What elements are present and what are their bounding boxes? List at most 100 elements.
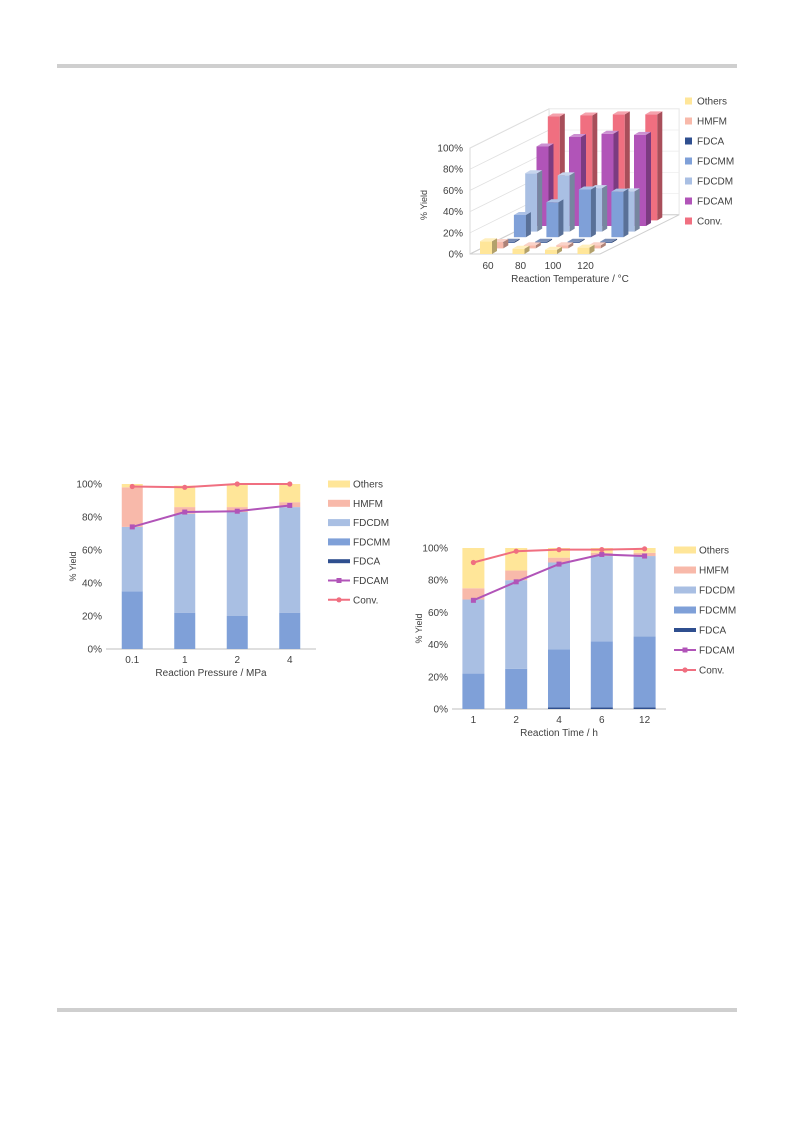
legend-label-conv: Conv. [353,595,378,606]
legend-label-others: Others [353,480,383,491]
bar3d-top-fdcmm [513,211,531,215]
y-tick-label: 0% [434,705,449,716]
y-tick-label: 20% [82,612,102,623]
y-tick-label: 0% [88,645,103,656]
y-tick-label: 100% [422,544,448,555]
legend-label-fdcmm: FDCMM [353,537,390,548]
bar3d-front-fdcmm [546,202,559,238]
y-tick-label: 40% [428,640,448,651]
bar3d-front-fdca [567,241,580,243]
x-tick-label: 120 [577,261,594,272]
bar3d-side-fdca [514,238,520,243]
bar-others [174,485,196,508]
x-tick-label: 2 [513,715,519,726]
bar3d-top-fdcam [634,131,651,135]
marker-conv [513,548,519,554]
bar3d-side-hmfm [568,242,574,249]
x-tick-label: 6 [599,715,605,726]
y-tick-label: 40% [443,207,463,218]
bar3d-top-conv [580,112,598,116]
legend-marker-fdcam [336,578,342,583]
legend-label-fdcam: FDCAM [353,576,389,587]
bar3d-front-hmfm [523,245,536,249]
bar3d-side-fdca [612,238,618,243]
x-tick-label: 1 [182,655,188,666]
legend-label-hmfm: HMFM [353,499,383,510]
y-axis-title: % Yield [414,613,424,643]
bar-fdcdm [279,507,301,613]
bar-others [548,548,570,558]
pressure-stacked-chart: 0% 20% 40% 60% 80% 100% 0.1 1 2 4 Reaction Pressur… [68,480,390,680]
bar3d-top-conv [645,111,663,115]
bar-fdcdm [462,599,485,674]
bar-hmfm [548,557,570,563]
bar3d-front-fdca [600,241,613,243]
bar-fdcmm [548,649,570,708]
legend-swatch-fdcdm [685,177,692,185]
bar-fdcmm [226,616,248,649]
legend-swatch-fdca [674,628,696,632]
legend-label-fdcdm: FDCDM [353,518,389,529]
bar-others [279,484,301,503]
bar3d-side-fdcdm [634,188,640,232]
y-tick-label: 100% [76,480,102,491]
bar3d-top-fdcam [569,133,586,137]
x-tick-label: 12 [639,715,651,726]
legend-label-hmfm: HMFM [697,117,727,128]
legend-swatch-fdca [328,559,350,564]
bar3d-top-fdcdm [525,170,543,174]
legend-swatch-hmfm [328,499,350,507]
y-tick-label: 40% [82,579,102,590]
bar3d-front-fdcmm [611,191,624,238]
legend-swatch-conv [685,217,692,225]
legend-label-fdcam: FDCAM [697,197,733,208]
bar-others [226,484,248,508]
bar-fdcdm [590,556,613,642]
bar3d-front-fdcmm [578,189,591,238]
bar3d-top-fdcmm [611,188,629,192]
y-axis-title: % Yield [419,190,429,220]
bar3d-top-fdca [535,238,553,242]
legend-marker-conv [682,667,688,673]
bar3d-front-hmfm [556,245,569,249]
bar3d-top-others [480,238,497,242]
marker-conv [556,547,562,553]
bar3d-side-fdca [579,238,585,243]
marker-conv [287,481,293,487]
bar3d-side-hmfm [535,242,541,249]
legend-label-hmfm: HMFM [699,566,729,577]
bar3d-top-fdcmm [546,199,564,203]
y-axis-title: % Yield [68,551,78,581]
bar3d-side-hmfm [600,242,606,249]
x-tick-label: 2 [234,655,240,666]
bar3d-side-fdcdm [602,185,608,232]
bar3d-top-conv [612,111,630,115]
x-tick-label: 1 [471,715,477,726]
bar3d-front-fdcmm [513,214,526,238]
y-tick-label: 60% [428,608,448,619]
y-tick-label: 60% [82,546,102,557]
bar-hmfm [121,487,143,527]
legend-swatch-others [328,480,350,488]
gridline [469,108,550,149]
marker-fdcam [642,553,648,559]
bar3d-top-fdcam [536,143,554,147]
bar3d-top-others [577,244,595,248]
bar3d-front-others [545,249,557,254]
legend-swatch-hmfm [685,117,692,125]
bar3d-top-fdcam [601,130,619,134]
marker-fdcam [287,502,293,508]
bar3d-top-others [512,245,530,249]
bar3d-side-fdca [547,238,553,243]
legend-swatch-others [685,97,692,105]
bar-fdcdm [121,526,143,592]
legend-swatch-fdcdm [328,519,350,527]
bar-hmfm [505,570,528,581]
bar3d-side-others [524,245,530,254]
bar3d-front-others [480,241,492,254]
legend-label-others: Others [699,546,729,557]
legend-swatch-fdca [685,137,692,145]
x-tick-label: 60 [482,261,494,272]
